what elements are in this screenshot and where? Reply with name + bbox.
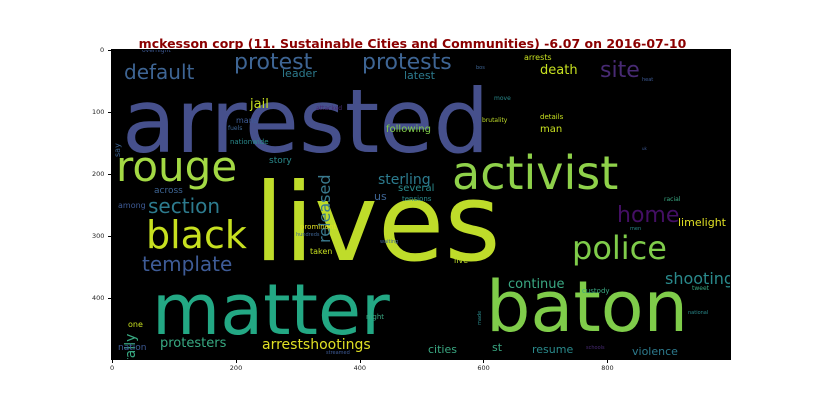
word-nationwide: nationwide [230,138,269,146]
word-men: men [630,226,642,232]
word-man: man [540,124,563,135]
word-matter: matter [152,269,390,351]
word-story: story [269,156,292,166]
word-attacked: attacked [316,105,343,112]
word-hundreds: hundreds [296,232,320,238]
word-arrested: arrested [122,70,490,173]
word-jail: jail [250,97,269,112]
word-one: one [128,320,143,329]
word-arrests: arrests [524,53,552,62]
word-waiting: waiting [380,239,399,245]
word-shooting: shooting [665,269,731,288]
wordcloud-area: arrested lives matter baton activist rouge pol… [112,50,731,360]
y-tick-mark [108,174,111,175]
y-tick-label: 200 [92,170,105,178]
word-baton: baton [486,266,688,348]
word-details: details [540,113,564,121]
word-heat: heat [642,77,654,83]
word-death: death [540,63,578,78]
word-us: us [374,190,387,203]
word-police: police [572,229,667,267]
word-say: say [113,143,122,157]
word-across: across [154,186,183,196]
word-nation: nation [118,343,147,353]
word-black: black [146,213,247,257]
word-custody: custody [582,287,610,295]
y-tick-mark [108,50,111,51]
word-arrestshootings: arrestshootings [262,337,371,353]
y-tick-mark [108,298,111,299]
x-tick-label: 200 [229,364,243,372]
word-section: section [148,194,221,218]
word-protesters: protesters [160,336,227,351]
y-tick-label: 400 [92,294,105,302]
word-night: night [366,313,385,321]
x-tick-label: 0 [110,364,115,372]
word-taken: taken [310,247,333,256]
word-template: template [142,252,233,276]
word-overnight: overnight [142,50,171,54]
word-racial: racial [664,196,681,203]
word-protest: protest [234,50,313,75]
word-national: national [688,310,709,316]
word-limelight: limelight [678,216,726,229]
word-continue: continue [508,277,565,292]
word-leader: leader [282,67,317,80]
word-tweet: tweet [692,285,709,292]
word-uk: uk [642,146,647,151]
word-prominent: prominent [300,223,337,231]
word-streamed: streamed [326,350,350,356]
x-tick-mark [112,360,113,363]
word-protests: protests [362,50,452,75]
word-live: live [454,256,469,265]
word-bos: bos [476,65,485,71]
word-schools: schools [586,345,605,351]
x-tick-mark [483,360,485,363]
y-tick-label: 100 [92,108,105,116]
word-mans: mans [236,116,258,125]
word-home: home [617,203,680,228]
x-tick-label: 800 [601,364,614,372]
y-tick-mark [108,112,111,113]
word-among: among [118,201,146,210]
word-several: several [398,183,435,194]
chart-title: mckesson corp (11. Sustainable Cities an… [138,36,687,51]
x-tick-mark [607,360,609,363]
word-st: st [492,341,503,354]
word-move: move [494,95,511,102]
x-tick-label: 600 [477,364,490,372]
y-tick-label: 300 [92,232,105,240]
x-tick-mark [359,360,361,363]
word-resume: resume [532,343,574,356]
word-lives: lives [254,161,501,286]
word-violence: violence [632,345,678,358]
word-fuels: fuels [228,125,243,132]
word-following: following [386,124,431,135]
word-site: site [600,58,640,83]
y-tick-mark [108,236,111,237]
word-made: made [477,310,483,325]
word-cities: cities [428,343,457,356]
word-brutality: brutality [482,117,508,124]
word-tensions: tensions [402,195,432,203]
word-default: default [124,60,195,84]
y-tick-label: 0 [100,46,105,54]
word-sterling: sterling [378,172,431,188]
word-latest: latest [404,69,435,82]
x-tick-label: 400 [353,364,367,372]
word-rouge: rouge [116,142,238,191]
word-activist: activist [452,146,619,200]
x-tick-mark [235,360,237,363]
